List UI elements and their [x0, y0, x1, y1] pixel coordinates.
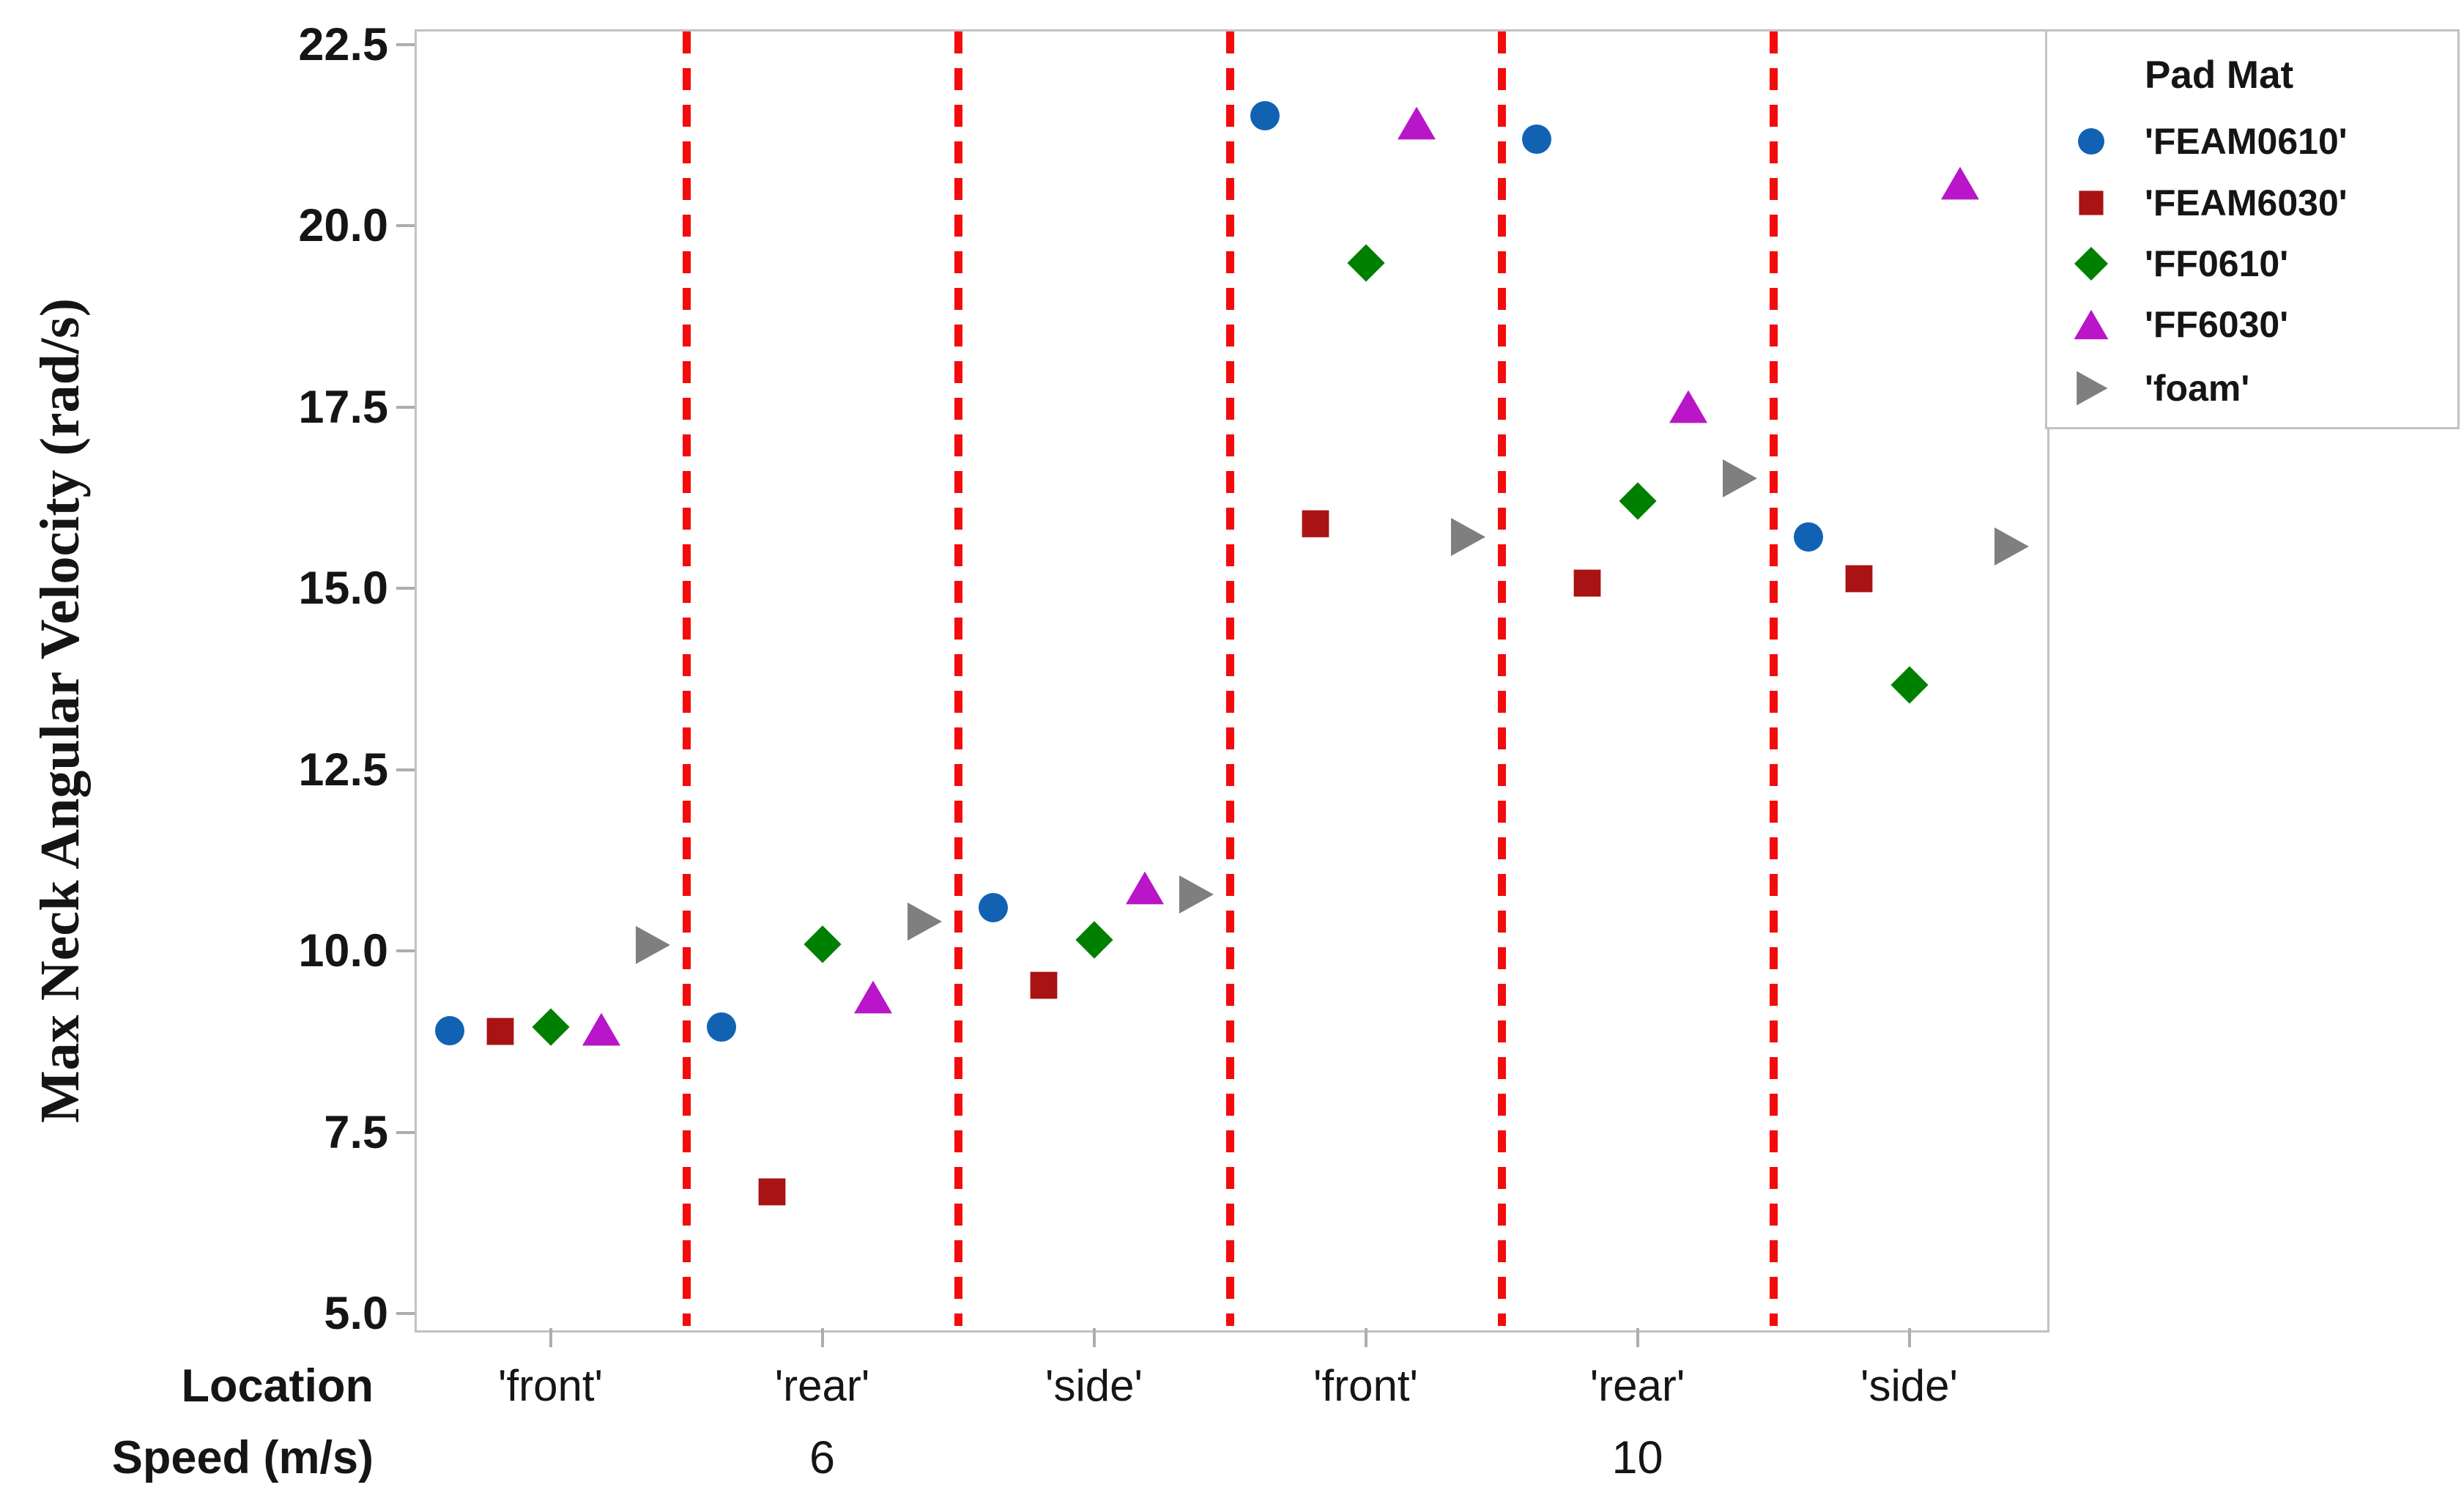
x-tick	[1907, 1328, 1911, 1347]
square-marker-icon	[480, 1011, 521, 1052]
y-tick-label: 7.5	[324, 1106, 388, 1158]
x-tick	[820, 1328, 824, 1347]
diamond-marker-icon	[1346, 242, 1387, 284]
legend-item: 'foam'	[2047, 368, 2457, 409]
square-marker-icon	[1838, 558, 1879, 599]
triangle-right-marker-icon	[1175, 874, 1216, 915]
x-tick	[1092, 1328, 1096, 1347]
square-marker-icon	[1023, 965, 1064, 1006]
x-group-label: 'front'	[498, 1361, 603, 1410]
x-group-label: 'side'	[1860, 1361, 1958, 1410]
y-tick-label: 22.5	[298, 18, 388, 70]
y-tick-label: 17.5	[298, 381, 388, 433]
circle-marker-icon	[973, 887, 1014, 928]
legend-item-label: 'FF0610'	[2145, 243, 2289, 284]
y-tick-label: 12.5	[298, 744, 388, 796]
group-separator-dashed-line	[1225, 32, 1234, 1326]
diamond-marker-icon	[2071, 243, 2112, 284]
group-separator-dashed-line	[1769, 32, 1778, 1326]
legend-item: 'FF0610'	[2047, 243, 2457, 284]
triangle-up-marker-icon	[853, 976, 894, 1018]
square-marker-icon	[1295, 503, 1336, 544]
legend-title: Pad Mat	[2145, 53, 2294, 97]
circle-marker-icon	[1244, 95, 1285, 136]
diamond-marker-icon	[802, 924, 843, 965]
x-tick	[1636, 1328, 1639, 1347]
x-tick	[1364, 1328, 1368, 1347]
circle-marker-icon	[1788, 516, 1829, 557]
triangle-up-marker-icon	[1124, 867, 1165, 908]
legend: Pad Mat 'FEAM0610' 'FEAM6030' 'FF0610' 'FF6…	[2045, 29, 2460, 429]
legend-item-label: 'FEAM0610'	[2145, 121, 2348, 162]
legend-item: 'FEAM6030'	[2047, 182, 2457, 223]
group-separator-dashed-line	[954, 32, 962, 1326]
y-tick	[396, 587, 415, 590]
y-axis-title: Max Neck Angular Velocity (rad/s)	[29, 298, 91, 1123]
y-tick-label: 20.0	[298, 200, 388, 251]
y-tick	[396, 768, 415, 771]
x-group-label: 'front'	[1313, 1361, 1418, 1410]
triangle-up-marker-icon	[1940, 163, 1981, 204]
triangle-up-marker-icon	[1668, 386, 1709, 427]
group-separator-dashed-line	[1497, 32, 1506, 1326]
y-tick	[396, 405, 415, 409]
circle-marker-icon	[429, 1010, 470, 1051]
triangle-up-marker-icon	[1396, 103, 1437, 144]
circle-marker-icon	[1516, 119, 1557, 160]
square-marker-icon	[2071, 182, 2112, 223]
y-tick-label: 5.0	[324, 1288, 388, 1339]
y-tick	[396, 1312, 415, 1315]
x-group-label: 'side'	[1045, 1361, 1143, 1410]
y-tick-label: 15.0	[298, 563, 388, 614]
location-row-header: Location	[181, 1360, 374, 1412]
triangle-right-marker-icon	[631, 924, 672, 966]
y-tick	[396, 1130, 415, 1134]
legend-item-label: 'foam'	[2145, 368, 2250, 409]
legend-item: 'FF6030'	[2047, 304, 2457, 345]
x-tick	[549, 1328, 552, 1347]
diamond-marker-icon	[1617, 481, 1658, 522]
square-marker-icon	[1567, 563, 1608, 604]
legend-item-label: 'FF6030'	[2145, 304, 2289, 345]
speed-group-label: 6	[809, 1432, 836, 1483]
diamond-marker-icon	[1889, 664, 1930, 705]
speed-row-header: Speed (m/s)	[111, 1432, 374, 1483]
diamond-marker-icon	[530, 1007, 571, 1048]
legend-item: 'FEAM0610'	[2047, 121, 2457, 162]
diamond-marker-icon	[1074, 919, 1115, 960]
triangle-right-marker-icon	[1718, 458, 1759, 499]
x-group-label: 'rear'	[1589, 1361, 1685, 1410]
circle-marker-icon	[701, 1007, 742, 1048]
y-tick	[396, 224, 415, 227]
group-separator-dashed-line	[682, 32, 691, 1326]
square-marker-icon	[752, 1171, 793, 1212]
triangle-right-marker-icon	[903, 901, 944, 942]
y-tick	[396, 949, 415, 952]
triangle-up-marker-icon	[2071, 304, 2112, 345]
y-tick	[396, 42, 415, 46]
circle-marker-icon	[2071, 121, 2112, 162]
x-group-label: 'rear'	[774, 1361, 870, 1410]
triangle-right-marker-icon	[1990, 526, 2031, 567]
legend-item-label: 'FEAM6030'	[2145, 182, 2348, 223]
speed-group-label: 10	[1611, 1432, 1663, 1483]
triangle-right-marker-icon	[1447, 516, 1488, 557]
y-tick-label: 10.0	[298, 925, 388, 976]
triangle-up-marker-icon	[581, 1009, 622, 1050]
triangle-right-marker-icon	[2071, 368, 2112, 409]
